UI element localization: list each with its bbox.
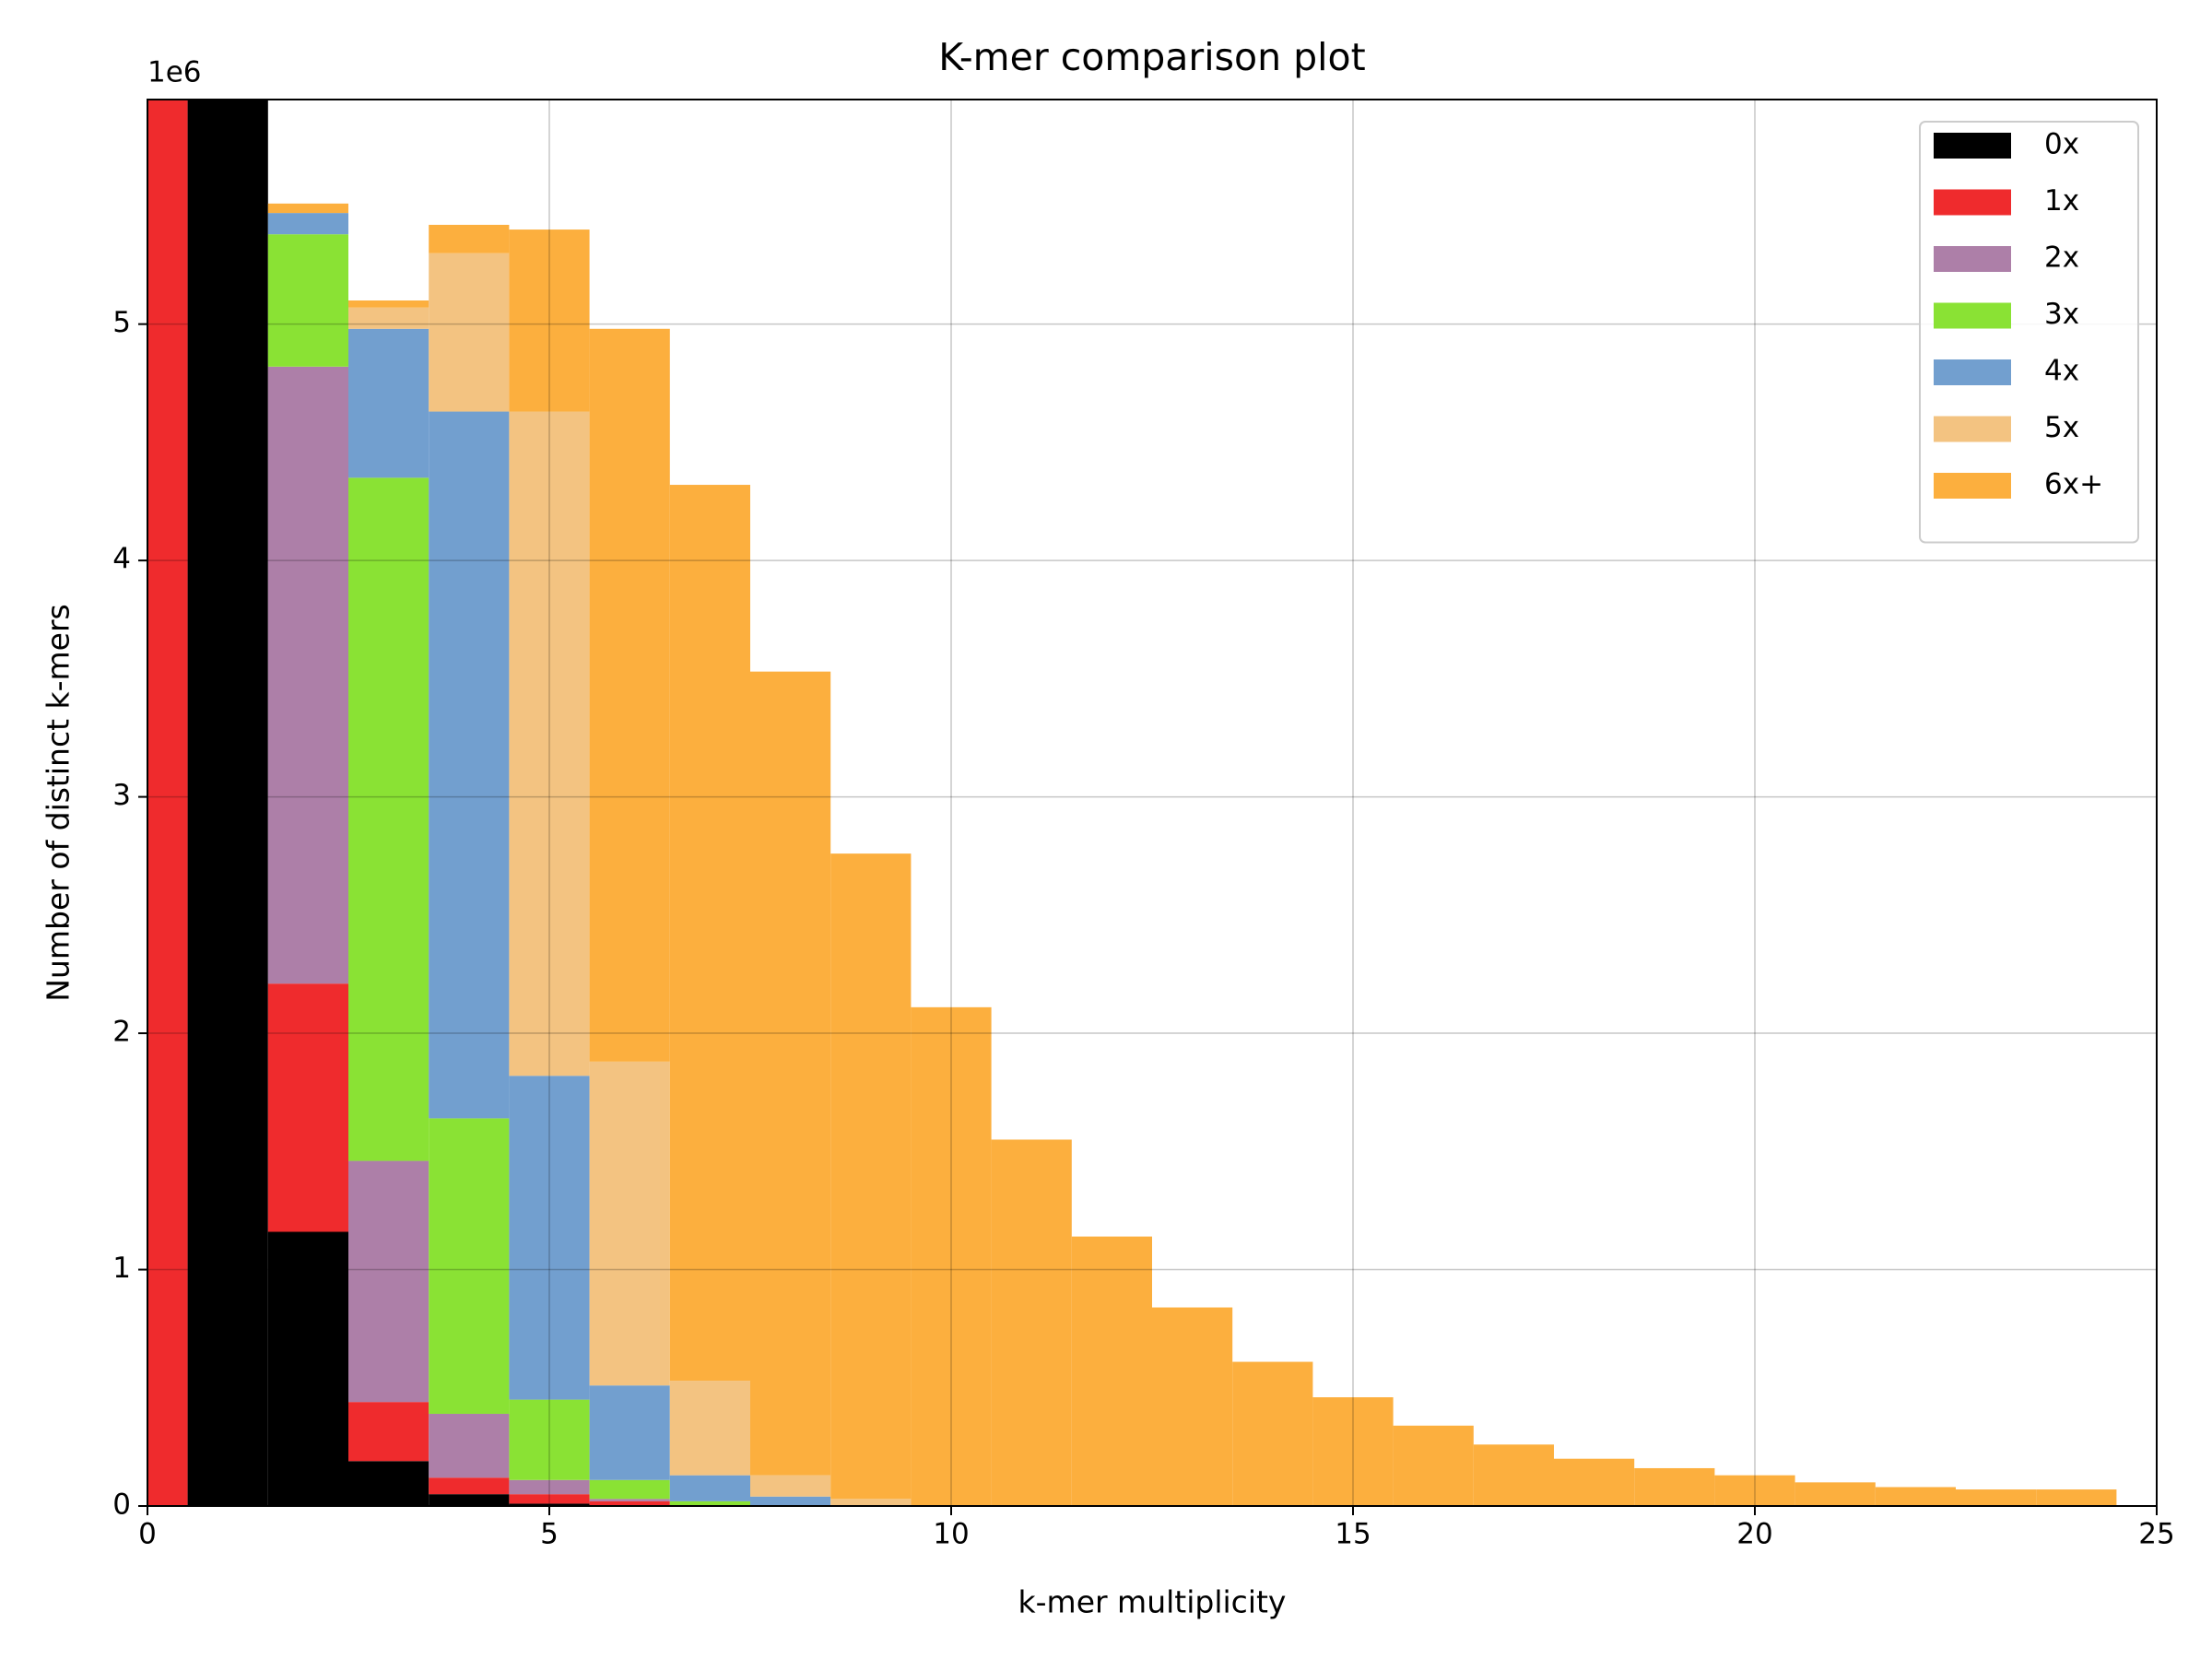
bar-segment (589, 1479, 670, 1500)
legend-swatch (1934, 359, 2011, 385)
legend-swatch (1934, 189, 2011, 216)
bar-segment (509, 1076, 590, 1400)
legend-label: 2x (2044, 241, 2079, 275)
axes: 0 5 10 15 20 25 0 1 2 3 4 5 (112, 306, 2174, 1550)
bar-segment (509, 1479, 590, 1495)
bar-segment (669, 485, 750, 1382)
bar-segment (267, 234, 348, 367)
bar-segment (669, 1500, 750, 1506)
bar-segment (830, 1499, 912, 1506)
bar-segment (267, 1231, 348, 1506)
chart-title: K-mer comparison plot (938, 35, 1365, 79)
bar-segment (147, 100, 188, 1506)
x-tick-label: 0 (138, 1518, 157, 1551)
y-tick-label: 1 (112, 1252, 131, 1285)
bar-segment (1794, 1482, 1876, 1506)
legend-swatch (1934, 302, 2011, 329)
bar-segment (429, 224, 510, 253)
bar-segment (1554, 1458, 1635, 1506)
bar-segment (267, 983, 348, 1232)
legend-label: 5x (2044, 411, 2079, 444)
x-tick-label: 5 (540, 1518, 559, 1551)
bar-segment (589, 1500, 670, 1506)
y-axis-label: Number of distinct k-mers (41, 604, 76, 1001)
legend-label: 6x+ (2044, 468, 2103, 501)
bar-segment (589, 1499, 670, 1501)
y-tick-label: 4 (112, 543, 131, 576)
bar-segment (1393, 1425, 1474, 1506)
bar-segment (1956, 1489, 2037, 1506)
bar-segment (1714, 1475, 1795, 1506)
bar-segment (991, 1139, 1072, 1506)
bar-segment (348, 477, 429, 1161)
bar-segment (2036, 1489, 2117, 1506)
x-tick-label: 20 (1736, 1518, 1772, 1551)
x-tick-label: 15 (1335, 1518, 1371, 1551)
bar-segment (750, 1496, 831, 1506)
bar-segment (429, 1118, 510, 1414)
bar-segment (509, 1503, 590, 1506)
x-axis-label: k-mer multiplicity (1018, 1584, 1287, 1620)
y-tick-label: 0 (112, 1488, 131, 1522)
bar-segment (589, 328, 670, 1062)
legend-label: 1x (2044, 184, 2079, 218)
plot-frame (147, 99, 2158, 1507)
bar-segment (187, 100, 268, 1506)
bar-segment (1232, 1361, 1313, 1506)
bar-segment (750, 671, 831, 1476)
legend-swatch (1934, 473, 2011, 499)
bar-segment (348, 1160, 429, 1403)
bar-segment (509, 1494, 590, 1504)
y-tick-label: 3 (112, 779, 131, 812)
bar-segment (589, 1061, 670, 1386)
bar-segment (669, 1475, 750, 1501)
y-tick-label: 2 (112, 1016, 131, 1049)
legend-swatch (1934, 416, 2011, 442)
bar-segment (267, 203, 348, 214)
bar-segment (589, 1385, 670, 1480)
bar-segment (1473, 1444, 1554, 1506)
y-offset-label: 1e6 (147, 56, 202, 89)
bar-segment (429, 1413, 510, 1478)
bar-segment (348, 300, 429, 308)
bar-segment (348, 328, 429, 478)
bar-segment (509, 411, 590, 1077)
bars (147, 100, 2117, 1506)
y-tick-label: 5 (112, 306, 131, 339)
bar-segment (348, 307, 429, 329)
bar-segment (509, 229, 590, 412)
bar-segment (429, 1494, 510, 1506)
legend-label: 3x (2044, 298, 2079, 331)
bar-segment (750, 1475, 831, 1497)
x-tick-label: 25 (2138, 1518, 2174, 1551)
bar-segment (1634, 1467, 1715, 1506)
legend: 0x 1x 2x 3x 4x 5x 6x+ (1919, 121, 2139, 544)
bar-segment (429, 1477, 510, 1495)
bar-segment (429, 411, 510, 1119)
bar-segment (669, 1381, 750, 1476)
bar-segment (348, 1461, 429, 1506)
bar-segment (348, 1402, 429, 1462)
bar-segment (1875, 1487, 1956, 1506)
bar-segment (1071, 1236, 1152, 1506)
bar-segment (911, 1006, 992, 1506)
legend-label: 4x (2044, 355, 2079, 388)
legend-swatch (1934, 246, 2011, 272)
bar-segment (267, 213, 348, 235)
bar-segment (429, 253, 510, 412)
x-tick-label: 10 (933, 1518, 969, 1551)
bar-segment (509, 1399, 590, 1480)
bar-segment (1312, 1397, 1394, 1506)
bar-segment (830, 853, 912, 1500)
legend-swatch (1934, 133, 2011, 159)
bar-segment (267, 366, 348, 984)
bar-segment (1152, 1307, 1233, 1506)
legend-label: 0x (2044, 128, 2079, 161)
